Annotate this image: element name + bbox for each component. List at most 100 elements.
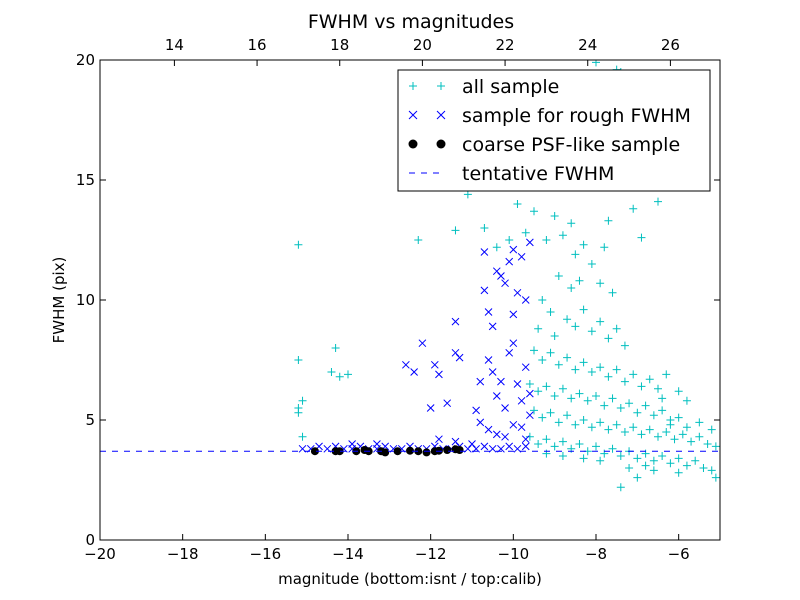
all-sample-point (579, 454, 588, 463)
rough-fwhm-point (497, 272, 505, 280)
all-sample-point (563, 353, 572, 362)
rough-fwhm-point (492, 392, 501, 400)
all-sample-point (633, 473, 642, 482)
y-tick-label: 10 (76, 291, 95, 309)
all-sample-point (587, 260, 596, 268)
rough-fwhm-point (513, 444, 522, 453)
top-x-tick-label: 14 (165, 36, 184, 54)
all-sample-point (525, 432, 534, 441)
all-sample-point (600, 401, 609, 410)
points-layer (294, 60, 720, 492)
all-sample-point (596, 456, 605, 465)
rough-fwhm-point (476, 418, 485, 427)
rough-fwhm-point (488, 444, 497, 453)
all-sample-point (699, 464, 708, 472)
all-sample-point (521, 228, 530, 237)
all-sample-point (579, 240, 588, 249)
all-sample-point (695, 418, 704, 427)
rough-fwhm-point (517, 423, 526, 432)
all-sample-point (550, 392, 559, 400)
rough-fwhm-point (526, 389, 534, 398)
all-sample-point (575, 389, 584, 398)
all-sample-point (674, 454, 683, 463)
all-sample-point (596, 317, 605, 326)
all-sample-point (633, 454, 642, 463)
all-sample-point (525, 380, 534, 388)
all-sample-point (620, 377, 629, 386)
all-sample-point (542, 382, 551, 391)
all-sample-point (658, 452, 667, 460)
top-x-tick-label: 20 (413, 36, 432, 54)
all-sample-point (567, 219, 576, 228)
rough-fwhm-point (509, 310, 518, 319)
all-sample-point (592, 392, 600, 400)
all-sample-point (538, 356, 547, 364)
rough-fwhm-point (505, 257, 514, 266)
all-sample-point (662, 370, 671, 379)
rough-fwhm-point (426, 404, 435, 412)
rough-fwhm-point (521, 442, 530, 451)
all-sample-point (331, 344, 340, 352)
all-sample-point (608, 394, 617, 403)
legend-marker-rough-fwhm (408, 110, 418, 120)
y-tick-label: 15 (76, 171, 95, 189)
y-tick-label: 5 (85, 411, 95, 429)
legend-label-psf-sample: coarse PSF-like sample (462, 134, 680, 156)
all-sample-point (571, 322, 580, 331)
all-sample-point (645, 375, 654, 384)
all-sample-point (608, 288, 617, 297)
rough-fwhm-point (513, 288, 522, 297)
ticks-layer: −20 −18 −16 −14 −12 −10 −8 −6 0 5 10 15 20 14 16 18 20 22… (76, 36, 720, 563)
all-sample-point (534, 440, 543, 448)
rough-fwhm-point (521, 363, 530, 372)
rough-fwhm-point (476, 377, 485, 386)
all-sample-point (662, 428, 671, 436)
rough-fwhm-point (418, 339, 427, 348)
all-sample-point (596, 418, 605, 427)
all-sample-point (530, 346, 538, 355)
rough-fwhm-point (509, 420, 518, 429)
all-sample-point (451, 226, 460, 235)
all-sample-point (583, 396, 592, 405)
rough-fwhm-point (517, 396, 526, 405)
all-sample-point (649, 466, 658, 475)
rough-fwhm-point (492, 430, 501, 439)
all-sample-point (546, 408, 555, 417)
rough-fwhm-point (472, 406, 480, 415)
all-sample-point (629, 423, 638, 432)
all-sample-point (492, 243, 501, 252)
all-sample-point (513, 200, 522, 208)
psf-sample-point (310, 447, 319, 456)
all-sample-point (711, 442, 720, 451)
all-sample-point (538, 413, 547, 422)
all-sample-point (645, 425, 654, 434)
all-sample-point (542, 435, 551, 444)
all-sample-point (530, 207, 538, 216)
all-sample-point (649, 411, 658, 420)
rough-fwhm-point (435, 370, 443, 379)
rough-fwhm-point (430, 360, 439, 369)
x-tick-label: −12 (415, 545, 447, 563)
all-sample-point (579, 416, 588, 424)
top-x-tick-label: 16 (248, 36, 267, 54)
all-sample-point (554, 418, 563, 427)
all-sample-point (678, 430, 687, 439)
rough-fwhm-point (505, 348, 514, 357)
all-sample-point (604, 216, 613, 225)
all-sample-point (567, 394, 576, 403)
all-sample-point (703, 440, 712, 448)
x-tick-label: −6 (668, 545, 690, 563)
all-sample-point (571, 365, 580, 374)
all-sample-point (563, 411, 572, 420)
all-sample-point (658, 394, 667, 403)
legend-label-tentative-fwhm: tentative FWHM (462, 163, 614, 185)
all-sample-point (707, 425, 716, 434)
all-sample-point (327, 368, 336, 376)
rough-fwhm-point (435, 435, 443, 444)
top-x-tick-label: 18 (330, 36, 349, 54)
all-sample-point (641, 401, 650, 410)
x-tick-label: −20 (84, 545, 116, 563)
all-sample-point (344, 370, 352, 379)
all-sample-point (558, 437, 567, 446)
rough-fwhm-point (484, 308, 493, 316)
